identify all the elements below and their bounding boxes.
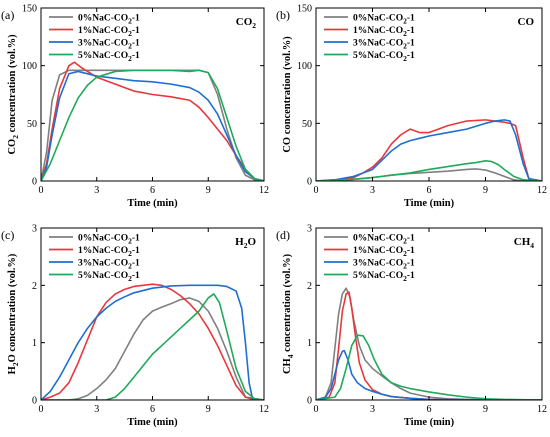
series-line-2 [41, 284, 264, 400]
legend-entry-2: 3%NaC-CO2-1 [353, 39, 415, 51]
legend: 0%NaC-CO2-11%NaC-CO2-13%NaC-CO2-15%NaC-C… [49, 14, 140, 63]
x-tick-label: 3 [94, 404, 99, 415]
x-tick-label: 3 [370, 404, 375, 415]
y-tick-label: 0 [307, 177, 312, 188]
species-label: CH4 [514, 236, 535, 250]
panel-a: 0 3 6 9 12 0 50 100 150 Time (min) CO2 concentrati… [1, 4, 269, 210]
panel-b: 0 3 6 9 12 0 50 100 150 Time (min) CO concentratio… [276, 4, 547, 210]
x-axis-label: Time (min) [404, 417, 455, 428]
legend-entry-2: 3%NaC-CO2-1 [78, 39, 140, 51]
y-tick-label: 2 [32, 281, 37, 292]
y-tick-label: 0 [32, 177, 37, 188]
x-tick-label: 6 [150, 404, 155, 415]
x-tick-label: 9 [483, 185, 488, 196]
y-tick-label: 0 [307, 396, 312, 407]
series-line-1 [41, 283, 264, 400]
y-tick-label: 150 [22, 4, 37, 15]
panel-label: (c) [1, 228, 14, 242]
panel-label: (b) [276, 8, 290, 22]
species-label: H2O [235, 236, 256, 250]
x-tick-label: 12 [259, 185, 269, 196]
x-tick-label: 3 [370, 185, 375, 196]
x-tick-label: 12 [537, 404, 547, 415]
legend-entry-0: 0%NaC-CO2-1 [353, 234, 415, 246]
y-tick-label: 2 [307, 281, 312, 292]
legend-entry-1: 1%NaC-CO2-1 [78, 246, 140, 258]
plot-frame [315, 7, 543, 182]
y-axis-label: CO2 concentration (vol.%) [7, 34, 20, 155]
y-tick-label: 3 [32, 224, 37, 235]
series-line-2 [41, 70, 264, 181]
series-line-3 [41, 293, 264, 400]
legend-entry-3: 5%NaC-CO2-1 [353, 271, 415, 283]
y-tick-label: 1 [32, 338, 37, 349]
legend: 0%NaC-CO2-11%NaC-CO2-13%NaC-CO2-15%NaC-C… [324, 234, 415, 283]
series-line-3 [316, 334, 542, 400]
x-tick-label: 9 [206, 185, 211, 196]
legend-entry-1: 1%NaC-CO2-1 [78, 26, 140, 38]
series-line-2 [316, 119, 542, 181]
x-tick-label: 0 [39, 404, 44, 415]
legend-entry-1: 1%NaC-CO2-1 [353, 246, 415, 258]
x-axis-label: Time (min) [127, 417, 178, 428]
series-line-2 [316, 349, 542, 400]
x-axis-label: Time (min) [127, 198, 178, 209]
series-line-1 [316, 119, 542, 181]
x-tick-label: 0 [314, 185, 319, 196]
y-tick-label: 150 [297, 4, 312, 15]
series-line-1 [316, 291, 542, 400]
legend-entry-2: 3%NaC-CO2-1 [353, 259, 415, 271]
y-axis-label: H2O concentration (vol.%) [7, 253, 20, 374]
legend-entry-3: 5%NaC-CO2-1 [78, 51, 140, 63]
x-tick-label: 6 [427, 185, 432, 196]
plot-frame [315, 227, 543, 401]
y-tick-label: 100 [22, 61, 37, 72]
x-tick-label: 3 [94, 185, 99, 196]
legend-entry-3: 5%NaC-CO2-1 [353, 51, 415, 63]
x-axis-label: Time (min) [404, 198, 455, 209]
x-tick-label: 9 [206, 404, 211, 415]
legend-entry-3: 5%NaC-CO2-1 [78, 271, 140, 283]
y-tick-label: 100 [297, 61, 312, 72]
x-tick-label: 6 [427, 404, 432, 415]
species-label: CO [518, 16, 535, 28]
legend-entry-0: 0%NaC-CO2-1 [78, 234, 140, 246]
y-tick-label: 1 [307, 338, 312, 349]
x-tick-label: 12 [537, 185, 547, 196]
x-tick-label: 9 [483, 404, 488, 415]
panel-label: (a) [1, 8, 14, 22]
legend-entry-0: 0%NaC-CO2-1 [353, 14, 415, 26]
x-tick-label: 12 [259, 404, 269, 415]
x-tick-label: 0 [314, 404, 319, 415]
y-axis-label: CO concentration (vol.%) [282, 36, 293, 153]
y-axis-label: CH4 concentration (vol.%) [282, 253, 295, 374]
legend-entry-0: 0%NaC-CO2-1 [78, 14, 140, 26]
y-tick-label: 3 [307, 224, 312, 235]
y-tick-label: 50 [302, 119, 312, 130]
series-line-0 [41, 69, 264, 181]
species-label: CO2 [236, 16, 257, 30]
series-line-3 [41, 69, 264, 181]
legend: 0%NaC-CO2-11%NaC-CO2-13%NaC-CO2-15%NaC-C… [324, 14, 415, 63]
series-line-0 [41, 297, 264, 400]
panel-label: (d) [276, 228, 290, 242]
legend: 0%NaC-CO2-11%NaC-CO2-13%NaC-CO2-15%NaC-C… [49, 234, 140, 283]
x-tick-label: 0 [39, 185, 44, 196]
legend-entry-2: 3%NaC-CO2-1 [78, 259, 140, 271]
legend-entry-1: 1%NaC-CO2-1 [353, 26, 415, 38]
series-line-0 [316, 287, 542, 400]
y-tick-label: 50 [27, 119, 37, 130]
y-tick-label: 0 [32, 396, 37, 407]
series-line-1 [41, 61, 264, 181]
series-line-3 [316, 160, 542, 181]
x-tick-label: 6 [150, 185, 155, 196]
